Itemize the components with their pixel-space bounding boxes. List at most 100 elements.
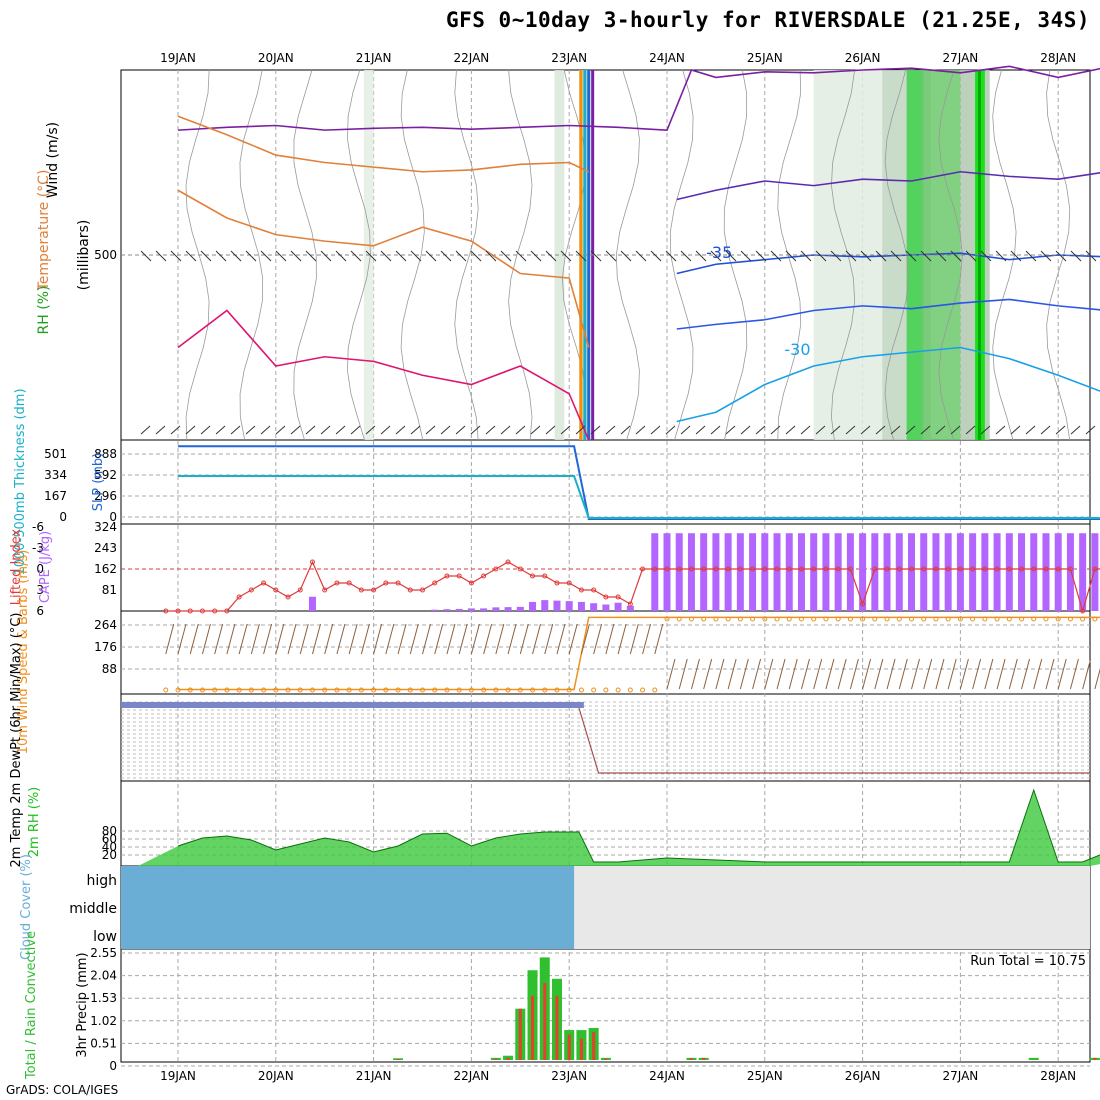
cape-bar <box>590 603 598 611</box>
wind-barb <box>770 250 782 262</box>
wind-barb-10m <box>1069 658 1079 690</box>
wind-barb <box>935 250 947 262</box>
li-point <box>199 608 205 614</box>
precip-conv-bar <box>506 1057 510 1060</box>
wind-point <box>199 687 205 693</box>
wind-barb-10m <box>214 623 224 655</box>
temperature-contour <box>177 309 590 441</box>
wind-barb <box>260 250 272 262</box>
wind-barb <box>245 250 257 262</box>
wind-point <box>909 616 914 622</box>
wind-barb-10m <box>311 623 321 655</box>
ylabel-precip-total: Total / Rain Convective <box>24 931 39 1080</box>
precip-conv-bar <box>1093 1057 1097 1060</box>
li-point <box>432 580 438 586</box>
cape-tick: 81 <box>102 583 117 597</box>
li-tick: 6 <box>36 604 44 618</box>
li-point <box>970 566 976 572</box>
li-point <box>175 608 181 614</box>
li-point <box>603 594 609 600</box>
wind-barb-10m <box>935 658 945 690</box>
wind-barb-10m <box>911 658 920 690</box>
wind-barb <box>710 250 722 262</box>
wind-barb <box>725 250 737 262</box>
wind-point <box>970 616 976 622</box>
wind-barb <box>815 425 826 435</box>
wind-barb <box>335 425 346 435</box>
wind-barb <box>740 425 751 435</box>
cape-bar <box>541 600 549 611</box>
wind-barb-10m <box>483 623 493 655</box>
wind-barb <box>365 425 376 435</box>
ylabel-millibars: (millibars) <box>76 220 92 291</box>
li-point <box>909 566 914 572</box>
li-point <box>407 587 413 593</box>
cape-bar <box>467 608 475 611</box>
rh-tick: 20 <box>102 848 117 862</box>
wind-barb <box>980 250 992 262</box>
cape-bar <box>1042 533 1050 611</box>
wind-barb <box>320 425 331 435</box>
li-point <box>640 566 646 572</box>
li-point <box>517 566 523 572</box>
wind-point <box>615 687 621 693</box>
wind-barb <box>680 425 691 435</box>
temp-line <box>578 707 1090 774</box>
wind-point <box>187 687 193 693</box>
wind-point <box>1043 616 1049 622</box>
wind-barb <box>245 425 256 435</box>
contour-label: -35 <box>706 243 732 262</box>
wind-barb-10m <box>299 623 309 655</box>
ylabel-wind10m: 10m Wind Speed & Barbs (m/s) <box>16 550 31 755</box>
li-point <box>688 566 694 572</box>
wind-barb-10m <box>996 658 1006 690</box>
wind-barb-10m <box>250 623 260 655</box>
li-point <box>615 594 621 600</box>
thickness-tick: 334 <box>44 468 67 482</box>
wind-barb <box>995 425 1006 435</box>
wind-barb <box>1025 425 1036 435</box>
wind-point <box>420 687 425 693</box>
wind-barb <box>965 425 976 435</box>
wind-barb <box>425 250 437 262</box>
wind-barb <box>665 250 677 262</box>
cape-tick: 162 <box>94 562 117 576</box>
wind-barb <box>530 425 541 435</box>
wind-barb-10m <box>470 623 480 655</box>
wind-barb-10m <box>666 658 676 690</box>
wind-barb <box>800 250 812 262</box>
wind-barb <box>410 250 422 262</box>
rh-contour <box>239 69 264 441</box>
wind-barb-10m <box>507 623 517 655</box>
cape-bar <box>895 533 903 611</box>
wind-point <box>505 687 511 693</box>
wind-barb <box>215 250 227 262</box>
wind-barb <box>680 250 692 262</box>
wind-point <box>493 687 499 693</box>
li-point <box>346 580 352 586</box>
wind-barb <box>650 250 662 262</box>
wind-barb <box>1085 250 1097 262</box>
wind-barb-10m <box>409 623 419 655</box>
wind-barb <box>230 250 242 262</box>
thickness-tick: 0 <box>59 510 67 524</box>
li-point <box>1092 566 1098 572</box>
wind-barb-10m <box>886 658 896 690</box>
wind-barb-10m <box>544 623 554 655</box>
wind-tick: 88 <box>102 662 117 676</box>
li-point <box>811 566 817 572</box>
wind-point <box>261 687 267 693</box>
li-tick: 0 <box>36 562 44 576</box>
cape-bar <box>308 596 316 611</box>
wind-barb <box>755 250 767 262</box>
wind-barb-10m <box>1094 667 1100 690</box>
wind-barb <box>980 425 991 435</box>
wind-barb <box>440 425 451 435</box>
wind-barb <box>545 425 556 435</box>
date-label-top: 22JAN <box>454 51 490 65</box>
li-point <box>493 566 499 572</box>
li-point <box>285 594 291 600</box>
date-label-top: 26JAN <box>845 51 881 65</box>
cape-bar <box>700 533 708 611</box>
li-point <box>872 566 878 572</box>
